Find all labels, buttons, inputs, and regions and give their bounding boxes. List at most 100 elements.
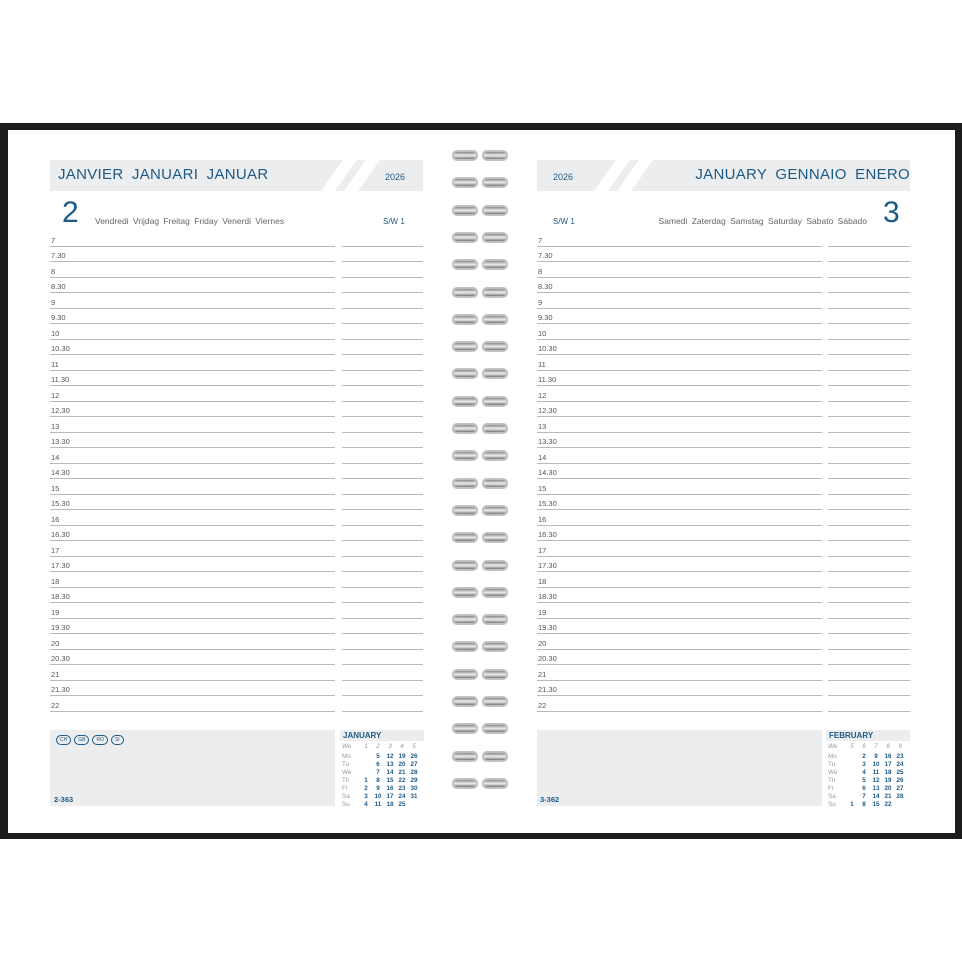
time-row[interactable]: 8 (537, 262, 822, 278)
time-row[interactable]: 16.30 (50, 526, 335, 541)
note-line[interactable] (828, 247, 910, 262)
time-row[interactable]: 19.30 (50, 619, 335, 634)
time-row[interactable]: 9.30 (50, 309, 335, 324)
note-line[interactable] (342, 526, 423, 541)
time-row[interactable]: 11.30 (50, 371, 335, 386)
note-line[interactable] (342, 355, 423, 371)
time-row[interactable]: 18.30 (537, 588, 822, 603)
time-row[interactable]: 20 (50, 634, 335, 650)
note-line[interactable] (828, 402, 910, 417)
note-line[interactable] (828, 278, 910, 293)
note-line[interactable] (828, 433, 910, 448)
time-row[interactable]: 11.30 (537, 371, 822, 386)
note-line[interactable] (828, 293, 910, 309)
time-row[interactable]: 20.30 (537, 650, 822, 665)
time-row[interactable]: 14 (537, 448, 822, 464)
time-row[interactable]: 10.30 (50, 340, 335, 355)
note-line[interactable] (342, 231, 423, 247)
note-line[interactable] (342, 681, 423, 696)
time-row[interactable]: 13.30 (537, 433, 822, 448)
note-line[interactable] (342, 262, 423, 278)
note-line[interactable] (828, 557, 910, 572)
time-row[interactable]: 16 (537, 510, 822, 526)
time-row[interactable]: 12.30 (537, 402, 822, 417)
note-line[interactable] (828, 355, 910, 371)
note-line[interactable] (342, 557, 423, 572)
note-line[interactable] (342, 448, 423, 464)
time-row[interactable]: 18.30 (50, 588, 335, 603)
note-line[interactable] (342, 479, 423, 495)
note-line[interactable] (828, 417, 910, 433)
time-row[interactable]: 22 (537, 696, 822, 712)
time-row[interactable]: 15.30 (50, 495, 335, 510)
note-line[interactable] (342, 309, 423, 324)
note-line[interactable] (828, 696, 910, 712)
note-line[interactable] (342, 417, 423, 433)
note-line[interactable] (828, 634, 910, 650)
time-row[interactable]: 14.30 (537, 464, 822, 479)
time-row[interactable]: 10.30 (537, 340, 822, 355)
note-line[interactable] (342, 588, 423, 603)
time-row[interactable]: 12.30 (50, 402, 335, 417)
time-row[interactable]: 10 (537, 324, 822, 340)
time-row[interactable]: 19.30 (537, 619, 822, 634)
time-row[interactable]: 13 (50, 417, 335, 433)
note-line[interactable] (342, 340, 423, 355)
note-line[interactable] (828, 650, 910, 665)
note-line[interactable] (828, 572, 910, 588)
time-row[interactable]: 7.30 (50, 247, 335, 262)
note-line[interactable] (828, 309, 910, 324)
note-line[interactable] (342, 278, 423, 293)
time-row[interactable]: 9 (537, 293, 822, 309)
time-row[interactable]: 17 (537, 541, 822, 557)
time-row[interactable]: 18 (50, 572, 335, 588)
note-line[interactable] (828, 231, 910, 247)
note-line[interactable] (342, 324, 423, 340)
note-line[interactable] (828, 665, 910, 681)
time-row[interactable]: 11 (50, 355, 335, 371)
note-line[interactable] (828, 526, 910, 541)
time-row[interactable]: 12 (50, 386, 335, 402)
note-line[interactable] (828, 681, 910, 696)
time-row[interactable]: 12 (537, 386, 822, 402)
note-line[interactable] (828, 371, 910, 386)
note-line[interactable] (828, 448, 910, 464)
time-row[interactable]: 14 (50, 448, 335, 464)
time-row[interactable]: 20 (537, 634, 822, 650)
time-row[interactable]: 8.30 (50, 278, 335, 293)
time-row[interactable]: 16.30 (537, 526, 822, 541)
time-row[interactable]: 20.30 (50, 650, 335, 665)
time-row[interactable]: 21 (50, 665, 335, 681)
note-line[interactable] (342, 293, 423, 309)
time-row[interactable]: 11 (537, 355, 822, 371)
time-row[interactable]: 7 (537, 231, 822, 247)
time-row[interactable]: 8.30 (537, 278, 822, 293)
time-row[interactable]: 19 (537, 603, 822, 619)
time-row[interactable]: 14.30 (50, 464, 335, 479)
note-line[interactable] (342, 696, 423, 712)
note-line[interactable] (828, 588, 910, 603)
time-row[interactable]: 10 (50, 324, 335, 340)
time-row[interactable]: 18 (537, 572, 822, 588)
note-line[interactable] (342, 402, 423, 417)
time-row[interactable]: 17.30 (537, 557, 822, 572)
note-line[interactable] (342, 510, 423, 526)
note-line[interactable] (342, 603, 423, 619)
note-line[interactable] (828, 541, 910, 557)
time-row[interactable]: 17 (50, 541, 335, 557)
time-row[interactable]: 15 (50, 479, 335, 495)
note-line[interactable] (342, 665, 423, 681)
note-line[interactable] (828, 619, 910, 634)
time-row[interactable]: 21 (537, 665, 822, 681)
time-row[interactable]: 21.30 (50, 681, 335, 696)
note-line[interactable] (342, 433, 423, 448)
note-line[interactable] (342, 386, 423, 402)
note-line[interactable] (828, 603, 910, 619)
time-row[interactable]: 13.30 (50, 433, 335, 448)
note-line[interactable] (342, 371, 423, 386)
note-line[interactable] (342, 541, 423, 557)
note-line[interactable] (828, 510, 910, 526)
note-line[interactable] (828, 386, 910, 402)
note-line[interactable] (342, 650, 423, 665)
time-row[interactable]: 9 (50, 293, 335, 309)
